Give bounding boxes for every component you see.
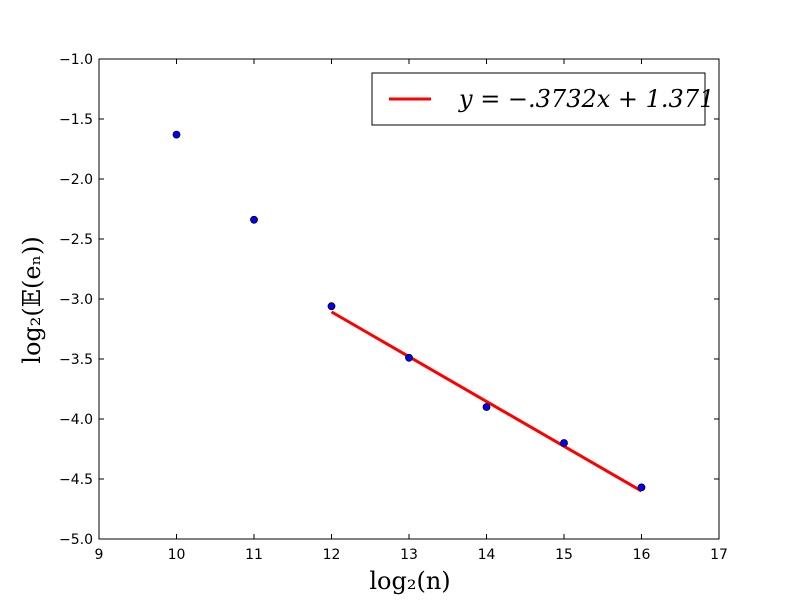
x-tick-label: 9 <box>95 547 104 563</box>
plot-area <box>98 58 720 540</box>
x-axis-label: log₂(n) <box>369 567 450 595</box>
y-axis-label: log₂(𝔼(eₙ)) <box>18 236 46 363</box>
plot-frame <box>98 58 720 540</box>
x-tick-label: 14 <box>478 547 496 563</box>
y-axis: −1.0 −1.5 −2.0 −2.5 −3.0 −3.5 −4.0 −4.5 −5.0 <box>59 52 719 548</box>
x-tick-label: 12 <box>323 547 341 563</box>
fit-line <box>330 310 643 493</box>
legend-fit-line-label: y = −.3732x + 1.371 <box>458 85 714 113</box>
data-point <box>482 403 491 411</box>
y-tick-label: −5.0 <box>59 532 93 548</box>
x-tick-label: 10 <box>168 547 186 563</box>
y-tick-label: −4.0 <box>59 412 93 428</box>
x-tick-label: 15 <box>555 547 573 563</box>
x-tick-label: 17 <box>710 547 728 563</box>
x-axis: 9 10 11 12 13 14 15 16 17 <box>95 59 728 563</box>
data-point <box>560 439 568 447</box>
data-point <box>327 302 336 311</box>
y-tick-label: −2.5 <box>59 232 93 248</box>
x-tick-label: 11 <box>245 547 263 563</box>
data-point <box>172 130 181 139</box>
x-tick-label: 16 <box>633 547 651 563</box>
y-tick-label: −2.0 <box>59 172 93 188</box>
y-tick-label: −3.0 <box>59 292 93 308</box>
data-point <box>250 215 258 224</box>
data-series <box>172 130 646 493</box>
x-tick-label: 13 <box>400 547 418 563</box>
y-tick-label: −3.5 <box>59 352 93 368</box>
data-point <box>405 353 413 362</box>
data-point <box>637 483 646 492</box>
y-tick-label: −1.0 <box>59 52 93 68</box>
legend: y = −.3732x + 1.371 <box>371 72 714 126</box>
y-tick-label: −4.5 <box>59 472 93 488</box>
y-tick-label: −1.5 <box>59 112 93 128</box>
